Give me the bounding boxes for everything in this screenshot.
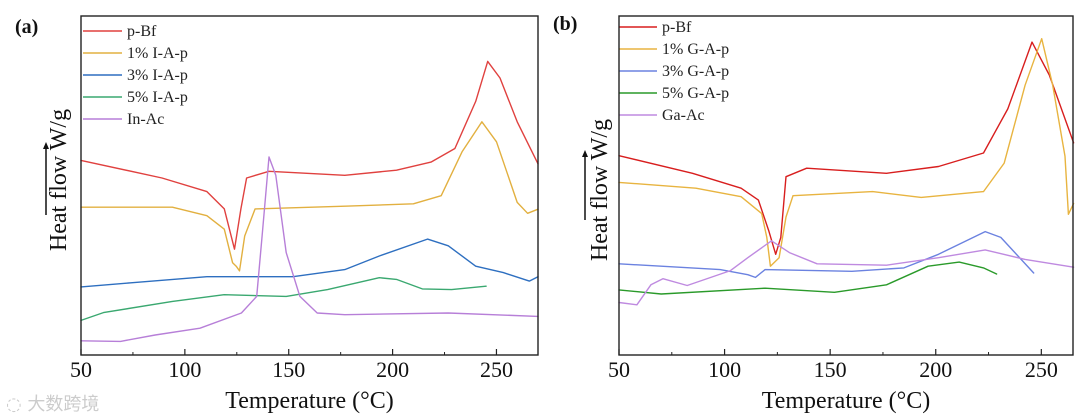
legend-label: p-Bf — [662, 19, 692, 36]
x-axis-title: Temperature (°C) — [225, 388, 394, 414]
legend-label: Ga-Ac — [662, 107, 705, 124]
x-tick-label: 50 — [70, 357, 92, 382]
watermark: ◌ 大数跨境 — [6, 394, 99, 415]
arrow-head-icon — [582, 150, 588, 157]
x-tick-label: 100 — [708, 357, 741, 382]
series-line-3-g-a-p — [618, 230, 1035, 279]
series-line-3-i-a-p — [80, 238, 539, 288]
y-axis-title: Heat flow W/g — [46, 109, 72, 251]
x-axis-title: Temperature (°C) — [762, 388, 931, 414]
series-line-p-bf — [618, 41, 1075, 255]
arrow-head-icon — [43, 142, 49, 149]
legend-label: 1% G-A-p — [662, 41, 729, 58]
legend-label: p-Bf — [127, 23, 157, 40]
x-tick-label: 200 — [376, 357, 409, 382]
x-tick-label: 50 — [608, 357, 630, 382]
legend-label: In-Ac — [127, 111, 164, 128]
plot-frame — [80, 15, 539, 356]
series-line-5-g-a-p — [618, 261, 998, 295]
series-line-in-ac — [80, 156, 539, 343]
y-axis-title: Heat flow W/g — [587, 119, 613, 261]
x-tick-label: 250 — [480, 357, 513, 382]
chart-panel-b: p-Bf 1% G-A-p 3% G-A-p 5% G-A-p Ga-Ac 50 100 15… — [553, 13, 1075, 414]
legend-label: 3% I-A-p — [127, 67, 188, 84]
panel-label: (b) — [553, 13, 577, 35]
x-tick-label: 200 — [919, 357, 952, 382]
series-line-ga-ac — [618, 240, 1075, 306]
plot-frame — [618, 15, 1074, 356]
series-line-1-g-a-p — [618, 38, 1075, 267]
legend-label: 3% G-A-p — [662, 63, 729, 80]
panel-label: (a) — [15, 16, 38, 38]
series-line-1-i-a-p — [80, 121, 539, 272]
series-line-p-bf — [80, 60, 539, 250]
legend-label: 1% I-A-p — [127, 45, 188, 62]
chart-panel-a: p-Bf 1% I-A-p 3% I-A-p 5% I-A-p In-Ac 50 100 15… — [15, 15, 539, 414]
legend-label: 5% I-A-p — [127, 89, 188, 106]
x-tick-label: 100 — [168, 357, 201, 382]
x-tick-label: 150 — [272, 357, 305, 382]
series-line-5-i-a-p — [80, 277, 487, 322]
legend-label: 5% G-A-p — [662, 85, 729, 102]
x-tick-label: 250 — [1025, 357, 1058, 382]
x-tick-label: 150 — [814, 357, 847, 382]
